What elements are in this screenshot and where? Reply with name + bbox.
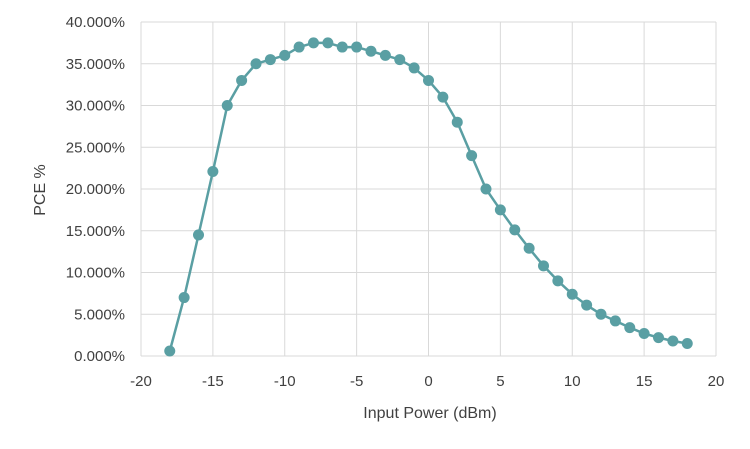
y-tick-label: 5.000% <box>74 306 125 323</box>
x-tick-labels: -20 -15 -10 -5 0 5 10 15 20 <box>130 373 724 390</box>
data-point <box>336 41 348 53</box>
x-tick-label: -20 <box>130 373 152 390</box>
y-tick-label: 0.000% <box>74 348 125 365</box>
y-tick-label: 15.000% <box>66 223 125 240</box>
data-point <box>221 100 233 111</box>
x-tick-label: 0 <box>424 373 432 390</box>
data-point <box>552 275 564 287</box>
y-tick-label: 20.000% <box>66 181 125 198</box>
data-point <box>638 327 650 339</box>
y-tick-label: 30.000% <box>66 98 125 115</box>
x-tick-label: 5 <box>496 373 504 390</box>
y-tick-labels: 0.000% 5.000% 10.000% 15.000% 20.000% 25.000%… <box>66 14 125 365</box>
data-point <box>394 54 406 66</box>
data-point <box>164 345 176 357</box>
data-point <box>566 288 578 300</box>
data-point <box>322 37 334 49</box>
data-point <box>365 45 377 57</box>
data-point <box>451 116 463 128</box>
data-point <box>178 292 190 304</box>
data-point <box>523 242 535 254</box>
x-tick-label: 20 <box>708 373 725 390</box>
y-tick-label: 35.000% <box>66 56 125 73</box>
data-point <box>667 335 679 347</box>
x-axis-title: Input Power (dBm) <box>363 405 496 422</box>
data-point <box>293 41 305 53</box>
y-tick-label: 40.000% <box>66 14 125 31</box>
data-point <box>509 224 521 236</box>
data-point <box>207 165 219 177</box>
y-tick-label: 10.000% <box>66 265 125 282</box>
data-point <box>624 322 636 334</box>
x-tick-label: 15 <box>636 373 653 390</box>
data-point <box>595 308 607 320</box>
data-point <box>437 91 449 103</box>
data-point <box>250 58 262 70</box>
data-point <box>193 229 204 241</box>
x-tick-label: -15 <box>202 373 224 390</box>
x-tick-label: 10 <box>564 373 581 390</box>
y-axis-title: PCE % <box>32 164 49 216</box>
data-point <box>279 49 291 61</box>
data-point <box>351 41 363 53</box>
data-point <box>681 337 693 349</box>
data-point <box>581 299 593 311</box>
series-pce <box>164 37 693 357</box>
y-tick-label: 25.000% <box>66 139 125 156</box>
grid <box>140 21 717 357</box>
data-point <box>308 37 319 49</box>
data-point <box>379 49 391 61</box>
data-point <box>538 260 549 272</box>
data-point <box>653 332 664 344</box>
data-point <box>423 74 434 86</box>
data-point <box>609 315 621 327</box>
data-point <box>236 74 248 86</box>
data-point <box>408 62 420 74</box>
data-point <box>480 183 492 195</box>
x-tick-label: -10 <box>274 373 296 390</box>
data-point <box>466 150 478 162</box>
data-point <box>264 54 276 66</box>
data-point <box>494 204 506 216</box>
x-tick-label: -5 <box>350 373 363 390</box>
